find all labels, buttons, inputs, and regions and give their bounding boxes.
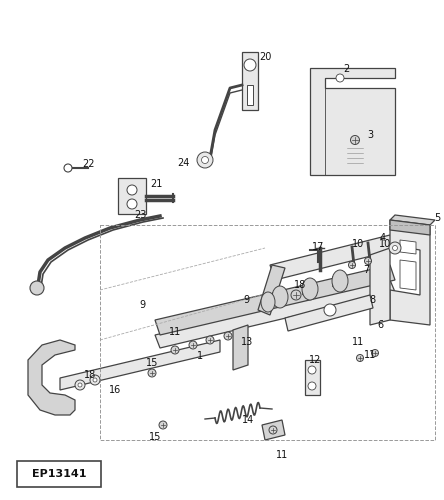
FancyBboxPatch shape — [17, 461, 101, 487]
Circle shape — [148, 369, 156, 377]
Text: 11: 11 — [352, 337, 364, 347]
Circle shape — [269, 426, 277, 434]
Polygon shape — [285, 295, 373, 331]
Circle shape — [93, 378, 97, 382]
Text: 1: 1 — [197, 351, 203, 361]
Polygon shape — [390, 215, 435, 225]
Ellipse shape — [261, 292, 275, 312]
Circle shape — [90, 375, 100, 385]
Circle shape — [75, 380, 85, 390]
Text: 10: 10 — [379, 239, 391, 249]
Text: EP13141: EP13141 — [32, 469, 86, 479]
Polygon shape — [247, 85, 253, 105]
Polygon shape — [233, 325, 248, 370]
Circle shape — [308, 366, 316, 374]
Circle shape — [64, 164, 72, 172]
Text: 11: 11 — [364, 350, 376, 360]
Text: 11: 11 — [276, 450, 288, 460]
Text: 16: 16 — [109, 385, 121, 395]
Polygon shape — [305, 360, 320, 395]
Text: 9: 9 — [243, 295, 249, 305]
Circle shape — [357, 354, 364, 362]
Polygon shape — [118, 178, 146, 214]
Text: 18: 18 — [84, 370, 96, 380]
Circle shape — [189, 341, 197, 349]
Circle shape — [244, 59, 256, 71]
Circle shape — [171, 346, 179, 354]
Circle shape — [350, 136, 360, 144]
Circle shape — [389, 242, 401, 254]
Circle shape — [349, 262, 356, 268]
Text: 9: 9 — [139, 300, 145, 310]
Text: 8: 8 — [369, 295, 375, 305]
Text: 24: 24 — [177, 158, 189, 168]
Text: 10: 10 — [352, 239, 364, 249]
Text: 12: 12 — [309, 355, 321, 365]
Text: 5: 5 — [434, 213, 440, 223]
Circle shape — [202, 156, 209, 164]
Circle shape — [197, 152, 213, 168]
Circle shape — [291, 290, 301, 300]
Circle shape — [224, 332, 232, 340]
Text: 17: 17 — [312, 242, 324, 252]
Circle shape — [206, 336, 214, 344]
Circle shape — [78, 383, 82, 387]
Circle shape — [336, 74, 344, 82]
Circle shape — [365, 258, 372, 264]
Polygon shape — [270, 235, 395, 280]
Polygon shape — [390, 220, 430, 325]
Text: 14: 14 — [242, 415, 254, 425]
Ellipse shape — [302, 278, 318, 300]
Text: 4: 4 — [380, 233, 386, 243]
Text: 22: 22 — [82, 159, 94, 169]
Circle shape — [30, 281, 44, 295]
Circle shape — [324, 304, 336, 316]
Ellipse shape — [272, 286, 288, 308]
Text: 11: 11 — [169, 327, 181, 337]
Circle shape — [392, 246, 397, 250]
Polygon shape — [400, 240, 416, 254]
Polygon shape — [60, 340, 220, 390]
Text: 23: 23 — [134, 210, 146, 220]
Text: 6: 6 — [377, 320, 383, 330]
Ellipse shape — [332, 270, 348, 292]
Polygon shape — [390, 220, 430, 235]
Text: 3: 3 — [367, 130, 373, 140]
Text: 7: 7 — [363, 265, 369, 275]
Text: 15: 15 — [149, 432, 161, 442]
Circle shape — [127, 185, 137, 195]
Polygon shape — [28, 340, 75, 415]
Polygon shape — [262, 420, 285, 440]
Circle shape — [159, 421, 167, 429]
Text: 18: 18 — [294, 280, 306, 290]
Polygon shape — [310, 68, 395, 175]
Text: 15: 15 — [146, 358, 158, 368]
Polygon shape — [155, 265, 395, 335]
Polygon shape — [155, 280, 395, 348]
Text: 13: 13 — [241, 337, 253, 347]
Polygon shape — [400, 260, 416, 290]
Text: 20: 20 — [259, 52, 271, 62]
Polygon shape — [242, 52, 258, 110]
Circle shape — [372, 350, 378, 356]
Circle shape — [308, 382, 316, 390]
Text: 2: 2 — [343, 64, 349, 74]
Text: 21: 21 — [150, 179, 162, 189]
Polygon shape — [370, 248, 390, 325]
Polygon shape — [258, 265, 285, 315]
Circle shape — [127, 199, 137, 209]
